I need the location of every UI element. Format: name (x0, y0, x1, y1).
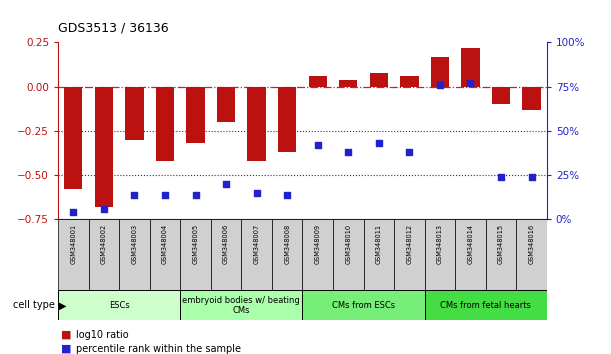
Text: CMs from ESCs: CMs from ESCs (332, 301, 395, 310)
Point (221, 181, 231, 187)
Text: ■: ■ (61, 344, 71, 354)
Point (435, 82, 445, 88)
Bar (339, 80, 357, 87)
Bar (455, 219, 486, 290)
Text: GSM348003: GSM348003 (131, 224, 137, 264)
Text: GSM348001: GSM348001 (70, 224, 76, 264)
Point (68, 210, 78, 215)
Bar (272, 219, 302, 290)
Bar (516, 219, 547, 290)
Point (130, 192, 139, 198)
Bar (58, 290, 180, 320)
Point (191, 192, 200, 198)
Bar (333, 219, 364, 290)
Bar (425, 219, 455, 290)
Text: cell type: cell type (13, 300, 55, 310)
Text: ESCs: ESCs (109, 301, 130, 310)
Text: ▶: ▶ (59, 300, 66, 310)
Text: GDS3513 / 36136: GDS3513 / 36136 (58, 21, 169, 34)
Bar (309, 76, 327, 87)
Bar (278, 87, 296, 152)
Bar (95, 87, 113, 207)
Bar (64, 87, 82, 189)
Point (466, 80, 475, 86)
Text: GSM348009: GSM348009 (315, 224, 321, 264)
Bar (186, 87, 205, 143)
Bar (522, 87, 541, 110)
Point (282, 192, 292, 198)
Bar (302, 219, 333, 290)
Text: percentile rank within the sample: percentile rank within the sample (76, 344, 241, 354)
Bar (394, 219, 425, 290)
Bar (125, 87, 144, 140)
Bar (370, 73, 388, 87)
Point (313, 142, 323, 148)
Text: GSM348011: GSM348011 (376, 224, 382, 264)
Bar (58, 219, 89, 290)
Point (527, 174, 536, 180)
Bar (241, 219, 272, 290)
Text: GSM348016: GSM348016 (529, 224, 535, 264)
Bar (119, 219, 150, 290)
Text: GSM348008: GSM348008 (284, 224, 290, 264)
Point (404, 149, 414, 155)
Text: GSM348014: GSM348014 (467, 224, 474, 264)
Bar (247, 87, 266, 161)
Bar (425, 290, 547, 320)
Text: embryoid bodies w/ beating
CMs: embryoid bodies w/ beating CMs (183, 296, 300, 315)
Bar (156, 87, 174, 161)
Text: GSM348013: GSM348013 (437, 224, 443, 264)
Bar (302, 290, 425, 320)
Bar (211, 219, 241, 290)
Point (160, 192, 170, 198)
Text: GSM348007: GSM348007 (254, 224, 260, 264)
Point (343, 149, 353, 155)
Point (496, 174, 506, 180)
Bar (364, 219, 394, 290)
Bar (400, 76, 419, 87)
Bar (431, 57, 449, 87)
Text: GSM348006: GSM348006 (223, 224, 229, 264)
Text: GSM348012: GSM348012 (406, 224, 412, 264)
Text: GSM348010: GSM348010 (345, 224, 351, 264)
Text: GSM348004: GSM348004 (162, 224, 168, 264)
Text: log10 ratio: log10 ratio (76, 330, 129, 339)
Text: ■: ■ (61, 330, 71, 339)
Bar (180, 290, 302, 320)
Text: CMs from fetal hearts: CMs from fetal hearts (441, 301, 531, 310)
Text: GSM348005: GSM348005 (192, 224, 199, 264)
Bar (486, 219, 516, 290)
Point (374, 141, 384, 146)
Bar (180, 219, 211, 290)
Bar (461, 48, 480, 87)
Point (252, 190, 262, 196)
Text: GSM348002: GSM348002 (101, 224, 107, 264)
Bar (89, 219, 119, 290)
Bar (492, 87, 510, 104)
Text: GSM348015: GSM348015 (498, 224, 504, 264)
Bar (217, 87, 235, 122)
Point (99, 206, 109, 212)
Bar (150, 219, 180, 290)
